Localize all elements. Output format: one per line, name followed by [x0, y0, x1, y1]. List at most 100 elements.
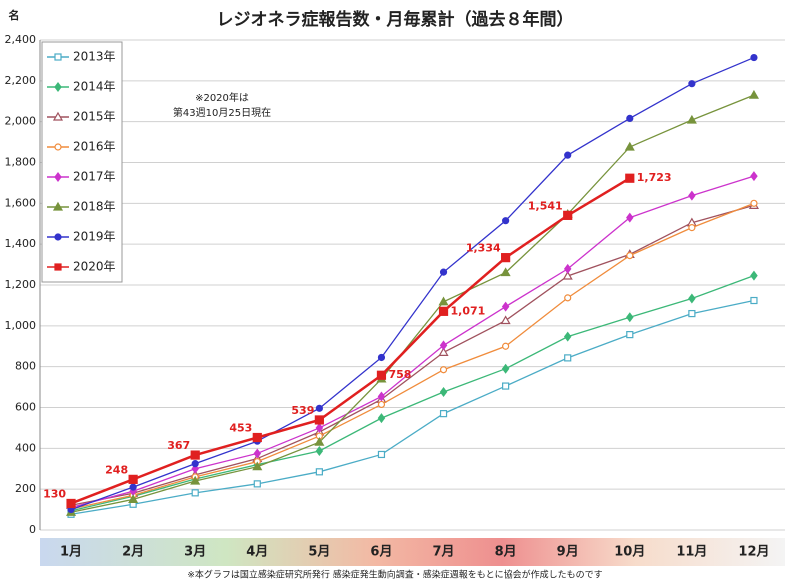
series-line — [70, 299, 755, 515]
marker — [750, 171, 758, 182]
marker — [564, 354, 572, 362]
marker — [439, 386, 448, 397]
marker — [377, 413, 386, 424]
data-label: 539 — [291, 404, 314, 417]
marker — [52, 111, 64, 121]
marker — [54, 82, 62, 92]
data-label: 1,071 — [451, 304, 486, 317]
marker — [626, 114, 634, 123]
marker — [54, 233, 62, 241]
y-tick-label: 1,400 — [5, 237, 37, 250]
x-axis-band — [40, 538, 785, 566]
marker — [686, 114, 697, 124]
marker — [54, 263, 62, 271]
marker — [750, 270, 758, 281]
marker — [626, 312, 634, 323]
marker — [688, 190, 696, 201]
chart-title: レジオネラ症報告数・月毎累計（過去８年間） — [217, 9, 574, 30]
x-tick-label: 6月 — [370, 545, 392, 560]
legend-label: 2017年 — [73, 170, 116, 184]
y-tick-label: 600 — [15, 401, 36, 414]
marker — [54, 143, 62, 151]
series-line — [70, 175, 755, 509]
y-tick-label: 0 — [29, 523, 36, 536]
marker — [500, 267, 511, 277]
marker — [438, 296, 449, 306]
data-label: 1,723 — [637, 171, 672, 184]
marker — [688, 80, 696, 88]
marker — [625, 173, 635, 183]
series-line — [70, 204, 755, 506]
marker — [563, 210, 573, 220]
marker — [252, 461, 263, 471]
y-tick-label: 2,000 — [5, 115, 37, 128]
x-tick-label: 3月 — [184, 545, 206, 560]
marker — [66, 498, 76, 509]
marker — [626, 252, 634, 260]
marker — [129, 483, 137, 491]
marker — [315, 422, 324, 433]
marker — [315, 445, 324, 456]
legend-label: 2019年 — [73, 230, 116, 244]
x-tick-label: 7月 — [433, 545, 455, 560]
y-tick-label: 800 — [15, 360, 36, 373]
data-label: 367 — [167, 439, 190, 452]
marker — [562, 270, 573, 280]
marker — [377, 400, 386, 409]
series-line — [70, 94, 755, 513]
data-label: 130 — [43, 487, 66, 500]
legend-box — [41, 41, 123, 283]
legend-label: 2020年 — [73, 260, 116, 274]
marker — [501, 253, 511, 263]
marker — [564, 151, 572, 159]
marker — [688, 293, 696, 304]
y-tick-label: 2,400 — [5, 33, 37, 46]
legend: 2013年 2014年 2015年 2016年 2017年 2018年 2019年 2020年 — [41, 41, 123, 283]
marker — [626, 212, 634, 223]
y-tick-label: 1,200 — [5, 278, 37, 291]
legend-label: 2015年 — [73, 110, 116, 124]
y-tick-label: 1,600 — [5, 196, 37, 209]
y-axis-label: 名 — [9, 8, 20, 22]
marker — [438, 347, 449, 356]
series-line — [70, 177, 631, 505]
marker — [315, 468, 323, 476]
marker — [377, 391, 386, 402]
footnote: ※本グラフは国立感染症研究所発行 感染症発生動向調査・感染症週報をもとに協会が作… — [187, 569, 602, 581]
marker — [563, 263, 572, 274]
data-label: 248 — [105, 463, 128, 476]
marker — [315, 404, 323, 412]
marker — [190, 475, 201, 485]
marker — [377, 353, 386, 362]
marker — [438, 306, 449, 316]
marker — [626, 331, 634, 339]
marker — [439, 268, 448, 276]
y-tick-label: 1,800 — [5, 156, 37, 169]
x-tick-label: 10月 — [614, 545, 645, 560]
marker — [54, 53, 62, 61]
x-tick-label: 8月 — [495, 545, 517, 560]
y-tick-label: 400 — [15, 441, 36, 454]
y-tick-label: 1,000 — [5, 319, 37, 332]
annotation: 第43週10月25日現在 — [173, 106, 271, 119]
marker — [253, 480, 261, 488]
marker — [191, 489, 199, 497]
x-tick-label: 4月 — [246, 545, 268, 560]
marker — [500, 315, 511, 325]
marker — [750, 53, 758, 62]
annotation: ※2020年は — [195, 91, 249, 104]
marker — [252, 432, 262, 443]
marker — [750, 296, 758, 305]
marker — [624, 141, 635, 151]
marker — [52, 201, 64, 211]
marker — [563, 331, 572, 342]
marker — [688, 309, 696, 318]
marker — [439, 340, 448, 351]
series-line — [70, 202, 755, 510]
marker — [128, 494, 139, 503]
marker — [376, 370, 387, 380]
marker — [128, 474, 138, 484]
series-line — [70, 274, 755, 512]
marker — [748, 89, 759, 99]
